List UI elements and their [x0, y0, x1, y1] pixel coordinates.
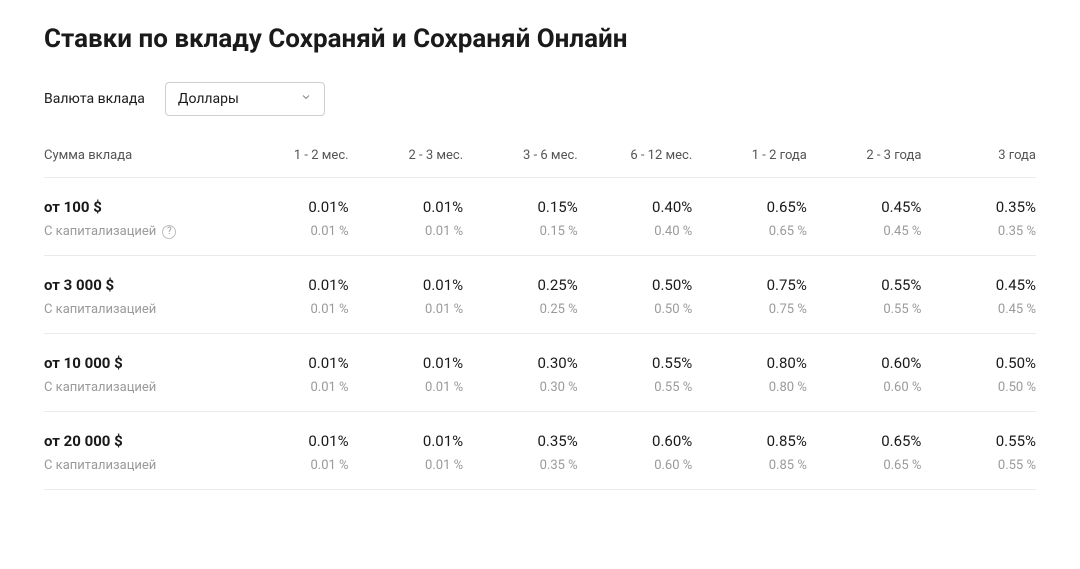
rate-value: 0.01%: [234, 354, 349, 372]
rate-value-capitalization: 0.01 %: [234, 380, 349, 395]
rate-value: 0.01%: [349, 276, 464, 294]
currency-filter-label: Валюта вклада: [44, 91, 145, 107]
rate-value-capitalization: 0.60 %: [578, 458, 693, 473]
rate-value: 0.01%: [349, 354, 464, 372]
rate-value-capitalization: 0.01 %: [349, 380, 464, 395]
table-row-group: от 3 000 $0.01%0.01%0.25%0.50%0.75%0.55%…: [44, 256, 1036, 334]
rate-value-capitalization: 0.01 %: [234, 458, 349, 473]
rate-value: 0.35%: [463, 432, 578, 450]
rate-value-capitalization: 0.50 %: [578, 302, 693, 317]
table-row-capitalization: С капитализацией?0.01 %0.01 %0.15 %0.40 …: [44, 224, 1036, 239]
rate-value-capitalization: 0.01 %: [234, 302, 349, 317]
page-title: Ставки по вкладу Сохраняй и Сохраняй Онл…: [44, 24, 1036, 54]
rate-value-capitalization: 0.40 %: [578, 224, 693, 239]
rate-value-capitalization: 0.30 %: [463, 380, 578, 395]
rate-value: 0.50%: [921, 354, 1036, 372]
table-row-group: от 20 000 $0.01%0.01%0.35%0.60%0.85%0.65…: [44, 412, 1036, 490]
rate-value-capitalization: 0.75 %: [692, 302, 807, 317]
rate-value-capitalization: 0.55 %: [578, 380, 693, 395]
rate-value-capitalization: 0.01 %: [234, 224, 349, 239]
rate-value-capitalization: 0.85 %: [692, 458, 807, 473]
rate-value: 0.45%: [807, 198, 922, 216]
rate-value: 0.15%: [463, 198, 578, 216]
table-header: Сумма вклада1 - 2 мес.2 - 3 мес.3 - 6 ме…: [44, 148, 1036, 178]
chevron-down-icon: [300, 91, 312, 107]
rate-value: 0.55%: [578, 354, 693, 372]
rate-value: 0.35%: [921, 198, 1036, 216]
rate-value: 0.65%: [807, 432, 922, 450]
rate-value: 0.55%: [807, 276, 922, 294]
rate-value: 0.60%: [807, 354, 922, 372]
rate-value-capitalization: 0.80 %: [692, 380, 807, 395]
rate-value: 0.01%: [234, 432, 349, 450]
currency-select[interactable]: Доллары: [165, 82, 325, 116]
table-header-period: 2 - 3 мес.: [349, 148, 464, 163]
rate-value: 0.01%: [349, 432, 464, 450]
table-header-period: 1 - 2 мес.: [234, 148, 349, 163]
rates-table: Сумма вклада1 - 2 мес.2 - 3 мес.3 - 6 ме…: [44, 148, 1036, 490]
rate-value-capitalization: 0.65 %: [692, 224, 807, 239]
rate-value-capitalization: 0.01 %: [349, 302, 464, 317]
rate-value: 0.65%: [692, 198, 807, 216]
rate-value: 0.01%: [234, 198, 349, 216]
rate-value-capitalization: 0.50 %: [921, 380, 1036, 395]
rate-value-capitalization: 0.65 %: [807, 458, 922, 473]
table-header-period: 6 - 12 мес.: [578, 148, 693, 163]
rate-value-capitalization: 0.35 %: [463, 458, 578, 473]
rate-value: 0.60%: [578, 432, 693, 450]
table-header-period: 3 - 6 мес.: [463, 148, 578, 163]
rate-value: 0.25%: [463, 276, 578, 294]
amount-label: от 10 000 $: [44, 354, 234, 372]
capitalization-label: С капитализацией?: [44, 224, 234, 239]
table-header-period: 2 - 3 года: [807, 148, 922, 163]
rate-value: 0.40%: [578, 198, 693, 216]
rate-value-capitalization: 0.45 %: [807, 224, 922, 239]
rate-value-capitalization: 0.55 %: [921, 458, 1036, 473]
table-row-group: от 100 $0.01%0.01%0.15%0.40%0.65%0.45%0.…: [44, 178, 1036, 256]
rate-value-capitalization: 0.25 %: [463, 302, 578, 317]
rate-value-capitalization: 0.01 %: [349, 224, 464, 239]
rate-value: 0.45%: [921, 276, 1036, 294]
table-row: от 100 $0.01%0.01%0.15%0.40%0.65%0.45%0.…: [44, 198, 1036, 216]
amount-label: от 20 000 $: [44, 432, 234, 450]
rate-value-capitalization: 0.15 %: [463, 224, 578, 239]
rate-value-capitalization: 0.60 %: [807, 380, 922, 395]
table-header-period: 3 года: [921, 148, 1036, 163]
rate-value: 0.30%: [463, 354, 578, 372]
table-row-capitalization: С капитализацией0.01 %0.01 %0.30 %0.55 %…: [44, 380, 1036, 395]
amount-label: от 100 $: [44, 198, 234, 216]
table-row: от 10 000 $0.01%0.01%0.30%0.55%0.80%0.60…: [44, 354, 1036, 372]
currency-filter: Валюта вклада Доллары: [44, 82, 1036, 116]
currency-select-value: Доллары: [178, 91, 239, 107]
table-header-period: 1 - 2 года: [692, 148, 807, 163]
rate-value-capitalization: 0.35 %: [921, 224, 1036, 239]
rate-value: 0.01%: [349, 198, 464, 216]
rate-value: 0.85%: [692, 432, 807, 450]
rate-value: 0.01%: [234, 276, 349, 294]
rate-value: 0.80%: [692, 354, 807, 372]
capitalization-label: С капитализацией: [44, 458, 234, 473]
rate-value: 0.75%: [692, 276, 807, 294]
table-header-amount: Сумма вклада: [44, 148, 234, 163]
table-row-capitalization: С капитализацией0.01 %0.01 %0.25 %0.50 %…: [44, 302, 1036, 317]
table-row: от 20 000 $0.01%0.01%0.35%0.60%0.85%0.65…: [44, 432, 1036, 450]
capitalization-label: С капитализацией: [44, 302, 234, 317]
rate-value: 0.55%: [921, 432, 1036, 450]
table-row-capitalization: С капитализацией0.01 %0.01 %0.35 %0.60 %…: [44, 458, 1036, 473]
help-icon[interactable]: ?: [162, 225, 176, 239]
rate-value-capitalization: 0.01 %: [349, 458, 464, 473]
amount-label: от 3 000 $: [44, 276, 234, 294]
rate-value-capitalization: 0.45 %: [921, 302, 1036, 317]
table-row-group: от 10 000 $0.01%0.01%0.30%0.55%0.80%0.60…: [44, 334, 1036, 412]
rate-value-capitalization: 0.55 %: [807, 302, 922, 317]
capitalization-label: С капитализацией: [44, 380, 234, 395]
rate-value: 0.50%: [578, 276, 693, 294]
table-row: от 3 000 $0.01%0.01%0.25%0.50%0.75%0.55%…: [44, 276, 1036, 294]
